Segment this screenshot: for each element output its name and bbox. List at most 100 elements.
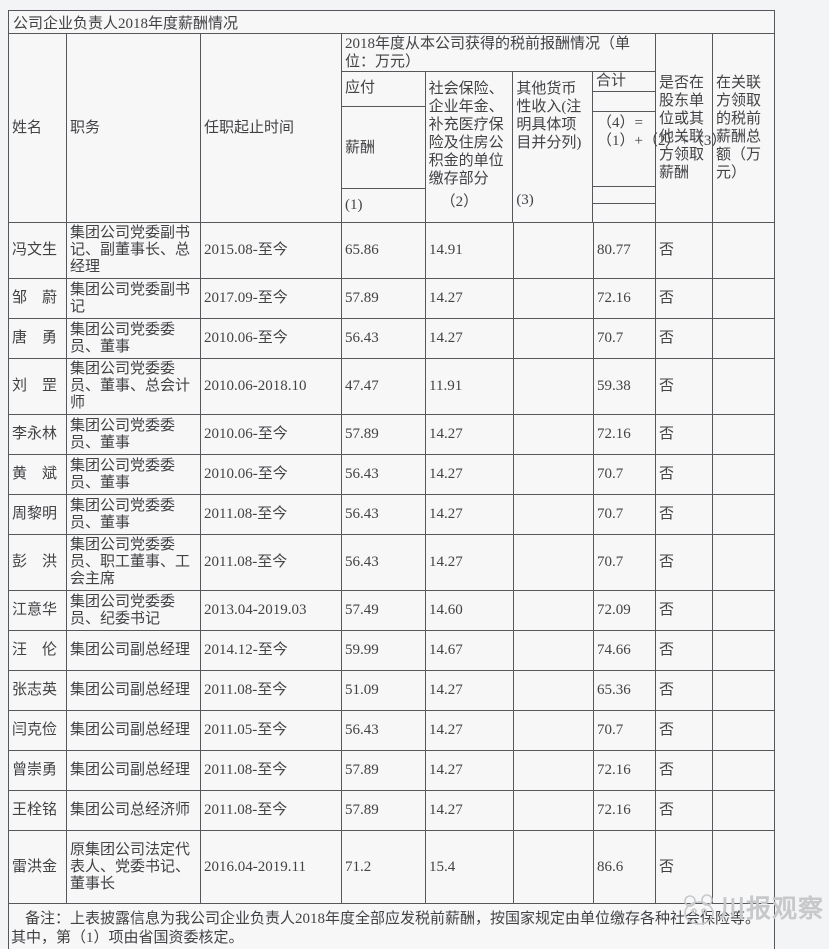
cell-related-amount [713,319,774,358]
header-pay-group: 2018年度从本公司获得的税前报酬情况（单位：万元） 应付 薪酬 (1) 社会保… [342,34,726,222]
cell-name: 王栓铭 [9,791,67,830]
cell-term: 2013.04-2019.03 [201,591,342,630]
table-row: 冯文生 集团公司党委副书记、副董事长、总经理 2015.08-至今 65.86 … [9,223,774,279]
table-row: 李永林 集团公司党委委员、董事 2010.06-至今 57.89 14.27 7… [9,415,774,455]
watermark-text: 川报观察 [720,895,825,923]
cell-salary: 65.86 [342,223,426,278]
cell-total: 74.66 [594,631,656,670]
header-payable-top: 应付 [342,72,425,107]
table-remark: 备注：上表披露信息为我公司企业负责人2018年度全部应发税前薪酬，按国家规定由单… [11,911,761,946]
cell-total: 72.16 [594,751,656,790]
cell-related-pay: 否 [656,671,713,710]
cell-related-amount [713,791,774,830]
cell-term: 2011.08-至今 [201,751,342,790]
cell-term: 2011.08-至今 [201,495,342,534]
header-insurance-column: 社会保险、企业年金、补充医疗保险及住房公积金的单位缴存部分 （2） [426,72,514,222]
header-payable-mid: 薪酬 [342,107,425,189]
cell-other-income [514,319,594,358]
table-row: 张志英 集团公司副总经理 2011.08-至今 51.09 14.27 65.3… [9,671,774,711]
cell-related-amount [713,591,774,630]
table-row: 周黎明 集团公司党委委员、董事 2011.08-至今 56.43 14.27 7… [9,495,774,535]
cell-related-pay: 否 [656,791,713,830]
table-row: 黄 斌 集团公司党委委员、董事 2010.06-至今 56.43 14.27 7… [9,455,774,495]
cell-name: 闫克俭 [9,711,67,750]
header-insurance-text: 社会保险、企业年金、补充医疗保险及住房公积金的单位缴存部分 [428,81,504,187]
header-pay-group-title: 2018年度从本公司获得的税前报酬情况（单位：万元） [342,34,655,72]
cell-salary: 57.89 [342,279,426,318]
cell-related-pay: 否 [656,279,713,318]
table-body: 冯文生 集团公司党委副书记、副董事长、总经理 2015.08-至今 65.86 … [9,223,774,904]
header-payable-label: (1) [345,197,363,213]
cell-related-pay: 否 [656,831,713,903]
cell-position: 集团公司副总经理 [67,711,201,750]
table-row: 雷洪金 原集团公司法定代表人、党委书记、董事长 2016.04-2019.11 … [9,831,774,904]
table-row: 闫克俭 集团公司副总经理 2011.05-至今 56.43 14.27 70.7… [9,711,774,751]
cell-position: 原集团公司法定代表人、党委书记、董事长 [67,831,201,903]
cell-position: 集团公司党委委员、纪委书记 [67,591,201,630]
cell-other-income [514,535,594,590]
cell-total: 59.38 [594,359,656,414]
header-total-title: 合计 [593,72,655,92]
cell-position: 集团公司副总经理 [67,671,201,710]
header-other-column: 其他货币性收入(注明具体项目并分列) (3) [513,72,593,222]
cell-insurance: 14.27 [426,319,514,358]
header-pay-subcolumns: 应付 薪酬 (1) 社会保险、企业年金、补充医疗保险及住房公积金的单位缴存部分 … [342,72,726,222]
cell-related-amount [713,711,774,750]
panda-logo-icon [681,893,717,926]
table-row: 曾崇勇 集团公司副总经理 2011.08-至今 57.89 14.27 72.1… [9,751,774,791]
cell-salary: 56.43 [342,711,426,750]
cell-related-amount [713,415,774,454]
cell-related-pay: 否 [656,319,713,358]
cell-name: 邹 蔚 [9,279,67,318]
header-related-question: 是否在股东单位或其他关联方领取薪酬 [656,34,713,222]
cell-term: 2017.09-至今 [201,279,342,318]
cell-total: 72.16 [594,415,656,454]
header-name: 姓名 [9,34,67,222]
cell-position: 集团公司总经济师 [67,791,201,830]
cell-salary: 56.43 [342,319,426,358]
cell-related-pay: 否 [656,495,713,534]
cell-term: 2011.08-至今 [201,535,342,590]
cell-total: 72.09 [594,591,656,630]
cell-salary: 57.89 [342,751,426,790]
cell-insurance: 11.91 [426,359,514,414]
cell-insurance: 14.91 [426,223,514,278]
cell-insurance: 14.27 [426,279,514,318]
cell-other-income [514,495,594,534]
header-payable-column: 应付 薪酬 (1) [342,72,426,222]
cell-term: 2011.08-至今 [201,671,342,710]
cell-insurance: 14.27 [426,711,514,750]
table-header: 姓名 职务 任职起止时间 2018年度从本公司获得的税前报酬情况（单位：万元） … [9,34,774,223]
cell-related-amount [713,279,774,318]
cell-insurance: 14.27 [426,455,514,494]
watermark: 川报观察 [681,893,824,926]
cell-position: 集团公司党委副书记、副董事长、总经理 [67,223,201,278]
cell-insurance: 14.27 [426,495,514,534]
cell-term: 2011.08-至今 [201,791,342,830]
cell-related-pay: 否 [656,415,713,454]
cell-position: 集团公司副总经理 [67,631,201,670]
cell-other-income [514,751,594,790]
header-total-column: 合计 （4）=（1）+（2）+（3） [593,72,726,222]
table-title-text: 公司企业负责人2018年度薪酬情况 [13,15,239,32]
cell-total: 70.7 [594,535,656,590]
cell-insurance: 14.27 [426,415,514,454]
header-spacer [593,187,655,204]
cell-position: 集团公司党委委员、职工董事、工会主席 [67,535,201,590]
header-other-label: (3) [516,192,534,208]
cell-total: 72.16 [594,279,656,318]
cell-position: 集团公司党委委员、董事 [67,455,201,494]
cell-other-income [514,631,594,670]
cell-other-income [514,359,594,414]
table-row: 彭 洪 集团公司党委委员、职工董事、工会主席 2011.08-至今 56.43 … [9,535,774,591]
header-total-formula: （4）=（1）+（2）+（3） [593,112,726,187]
cell-related-pay: 否 [656,591,713,630]
table-row: 刘 罡 集团公司党委委员、董事、总会计师 2010.06-2018.10 47.… [9,359,774,415]
cell-other-income [514,223,594,278]
cell-other-income [514,831,594,903]
cell-related-pay: 否 [656,535,713,590]
cell-name: 刘 罡 [9,359,67,414]
header-spacer [593,204,655,222]
cell-total: 70.7 [594,711,656,750]
